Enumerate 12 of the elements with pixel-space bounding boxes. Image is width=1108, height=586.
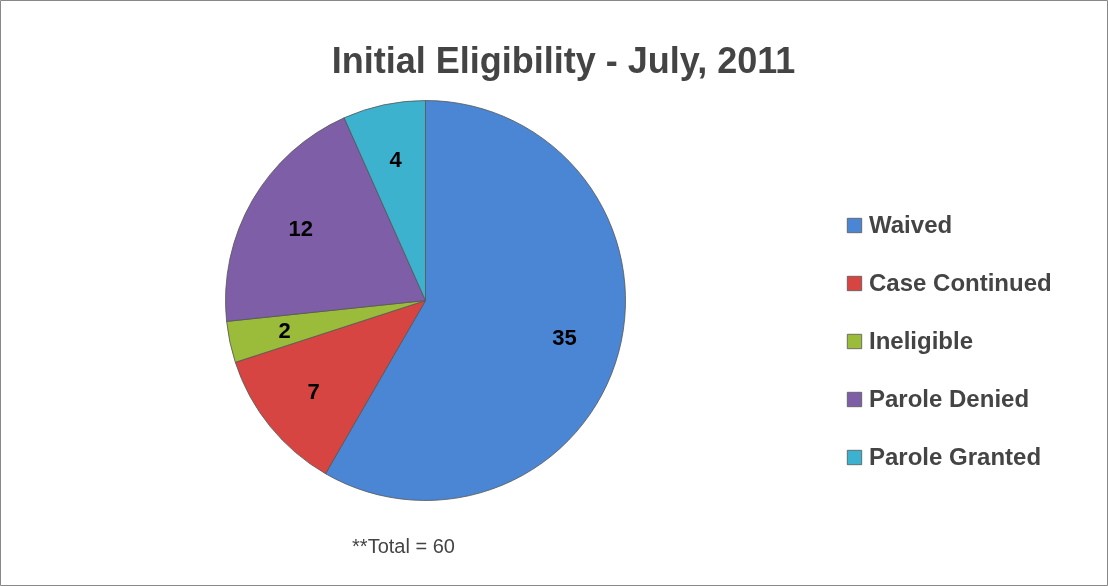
legend-label: Waived <box>869 211 953 239</box>
data-label: 12 <box>288 216 314 241</box>
data-label: 7 <box>307 378 320 404</box>
data-label: 4 <box>389 147 403 173</box>
legend-label: Case Continued <box>869 269 1052 297</box>
legend-label: Ineligible <box>869 327 974 355</box>
chart-title: Initial Eligibility - July, 2011 <box>331 40 796 81</box>
text: **Total = 60 <box>352 534 455 557</box>
legend-label: Parole Denied <box>869 385 1030 413</box>
data-label: 35 <box>552 325 577 351</box>
legend-label: Parole Granted <box>869 443 1042 471</box>
data-label: 2 <box>278 317 291 343</box>
